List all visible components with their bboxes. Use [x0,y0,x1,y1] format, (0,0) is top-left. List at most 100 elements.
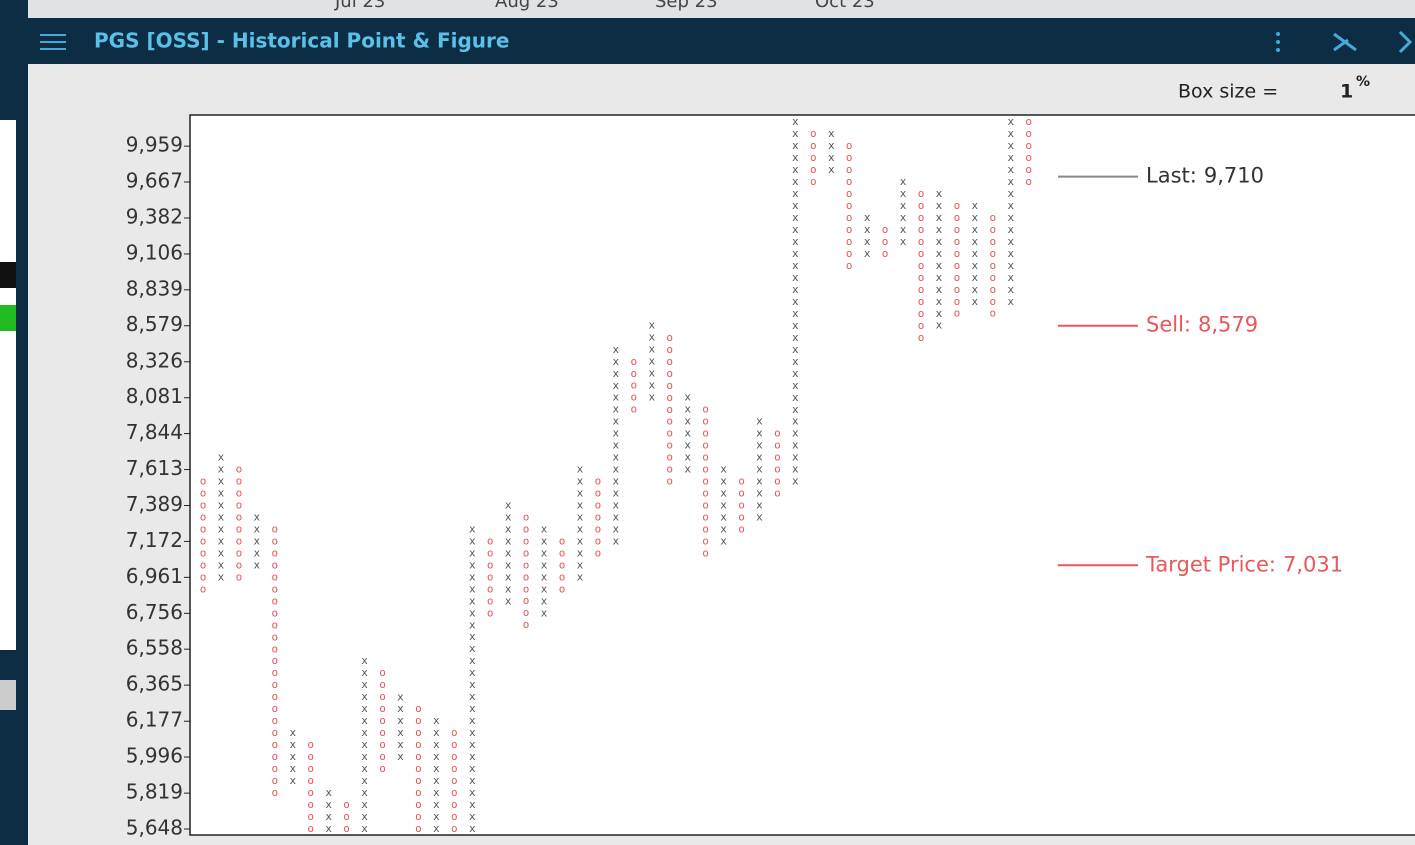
box-symbol: x [792,391,799,404]
box-symbol: x [613,451,620,464]
menu-icon[interactable] [40,34,66,50]
y-tick-label: 5,648 [126,816,183,840]
box-symbol: x [505,522,512,535]
box-symbol: x [469,666,476,679]
box-symbol: o [918,247,925,260]
box-symbol: x [218,558,225,571]
box-symbol: x [469,678,476,691]
box-symbol: x [469,750,476,763]
expand-icon[interactable] [1398,30,1413,54]
box-symbol: x [469,798,476,811]
box-symbol: o [559,534,566,547]
box-symbol: o [666,331,673,344]
box-symbol: o [236,463,243,476]
y-tick-label: 9,667 [126,168,183,192]
box-symbol: x [972,271,979,284]
box-symbol: x [684,451,691,464]
box-symbol: o [271,666,278,679]
reference-label: Last: 9,710 [1146,164,1264,188]
box-symbol: o [1025,163,1032,176]
box-symbol: o [523,558,530,571]
box-symbol: o [918,187,925,200]
box-symbol: x [577,558,584,571]
box-symbol: x [577,463,584,476]
box-symbol: o [451,810,458,823]
box-symbol: x [792,283,799,296]
box-symbol: x [972,247,979,260]
box-symbol: x [397,726,404,739]
box-symbol: x [613,379,620,392]
box-symbol: x [254,558,261,571]
box-symbol: x [433,750,440,763]
box-symbol: x [361,738,368,751]
box-symbol: x [792,355,799,368]
box-symbol: x [289,762,296,775]
box-symbol: o [774,475,781,488]
y-tick-label: 7,613 [126,456,183,480]
box-symbol: x [1007,139,1014,152]
box-symbol: x [792,319,799,332]
box-symbol: x [1007,187,1014,200]
box-symbol: x [469,726,476,739]
box-symbol: o [702,475,709,488]
box-symbol: o [666,451,673,464]
box-symbol: x [756,439,763,452]
box-symbol: x [684,463,691,476]
box-symbol: x [613,367,620,380]
box-symbol: x [577,498,584,511]
box-symbol: o [271,594,278,607]
box-symbol: x [361,702,368,715]
box-symbol: x [792,115,799,128]
box-symbol: o [379,666,386,679]
box-symbol: o [487,546,494,559]
box-symbol: o [918,235,925,248]
box-symbol: x [361,678,368,691]
box-symbol: o [487,534,494,547]
box-symbol: o [774,439,781,452]
box-symbol: x [828,151,835,164]
box-symbol: x [613,475,620,488]
box-symbol: x [325,798,332,811]
reference-name: Last: [1146,164,1197,188]
box-symbol: x [792,427,799,440]
box-symbol: x [648,355,655,368]
y-tick-label: 8,579 [126,312,183,336]
box-symbol: x [864,223,871,236]
box-symbol: x [505,546,512,559]
box-symbol: x [433,726,440,739]
box-symbol: x [1007,115,1014,128]
reference-label: Sell: 8,579 [1146,313,1258,337]
link-icon[interactable] [1333,32,1357,52]
box-symbol: o [271,702,278,715]
month-label: Jul 23 [334,0,385,12]
box-symbol: o [236,546,243,559]
box-symbol: x [361,726,368,739]
box-symbol: x [361,654,368,667]
side-panel [0,120,16,650]
more-icon[interactable] [1276,32,1280,52]
box-symbol: x [469,810,476,823]
box-symbol: o [630,403,637,416]
box-symbol: o [200,475,207,488]
box-symbol: o [343,810,350,823]
y-tick-label: 9,959 [126,133,183,157]
box-symbol: x [505,570,512,583]
box-symbol: x [900,223,907,236]
box-symbol: o [271,654,278,667]
box-symbol: o [415,798,422,811]
box-symbol: o [200,558,207,571]
box-symbol: o [702,487,709,500]
box-symbol: x [469,546,476,559]
plot-area [189,114,1415,836]
box-symbol: o [846,187,853,200]
box-symbol: x [648,343,655,356]
box-symbol: x [469,558,476,571]
box-symbol: o [236,534,243,547]
